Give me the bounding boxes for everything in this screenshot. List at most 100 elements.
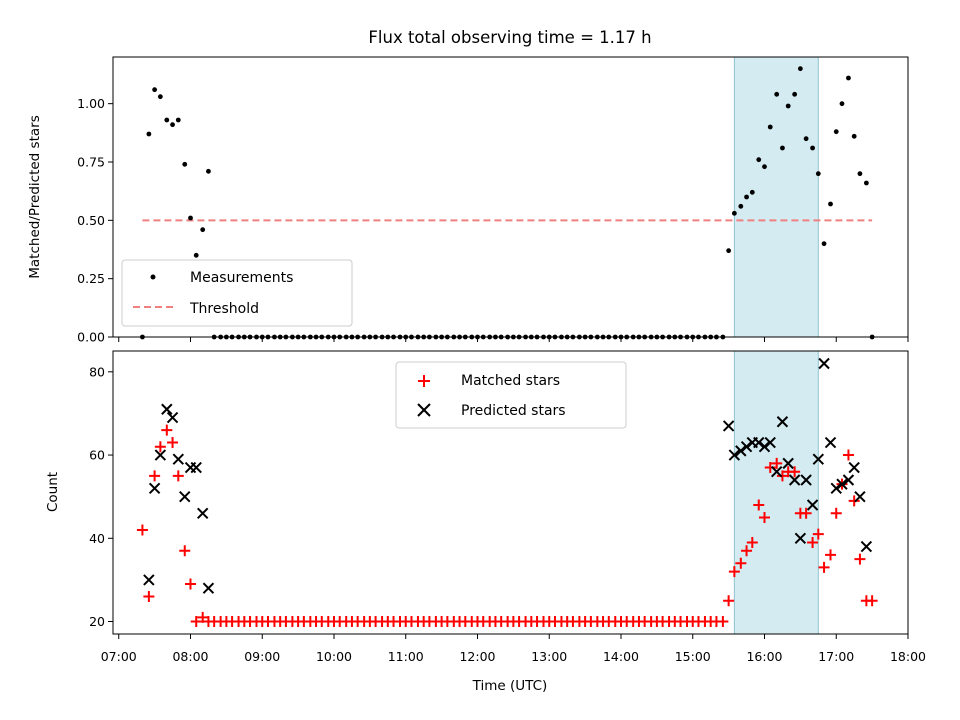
matched-star-point xyxy=(172,470,184,482)
matched-star-point xyxy=(825,549,837,561)
measurement-point xyxy=(815,171,821,177)
measurement-point xyxy=(206,168,211,174)
x-tick-label: 07:00 xyxy=(101,649,137,664)
predicted-star-point xyxy=(782,457,794,470)
matched-star-point xyxy=(197,611,209,623)
y-tick-label: 60 xyxy=(89,448,105,463)
measurement-point xyxy=(828,201,833,207)
predicted-star-point xyxy=(812,453,825,465)
predicted-star-point xyxy=(740,441,753,453)
measurement-point xyxy=(175,117,181,123)
predicted-star-point xyxy=(161,403,173,415)
predicted-star-point xyxy=(172,453,185,465)
measurement-point xyxy=(785,103,791,109)
matched-star-point xyxy=(866,595,878,607)
measurement-point xyxy=(797,66,803,72)
measurement-point xyxy=(833,129,839,135)
predicted-star-point xyxy=(860,540,873,553)
predicted-star-point xyxy=(806,499,819,511)
matched-star-point xyxy=(800,507,812,519)
y-tick-label: 0.00 xyxy=(77,330,105,345)
matched-star-point xyxy=(717,616,729,628)
predicted-star-point xyxy=(196,507,209,520)
legend-frame xyxy=(395,361,627,429)
measurement-point xyxy=(803,136,809,142)
measurement-point xyxy=(731,210,737,216)
measurement-point xyxy=(810,145,815,151)
matched-star-point xyxy=(848,495,860,507)
legend-marker-measurements xyxy=(150,274,156,280)
measurement-point xyxy=(200,227,206,233)
y-tick-label: 20 xyxy=(89,614,105,629)
predicted-star-point xyxy=(764,436,776,449)
measurement-point xyxy=(774,91,780,97)
predicted-star-point xyxy=(824,436,837,449)
predicted-star-point xyxy=(830,482,842,495)
x-axis-label: Time (UTC) xyxy=(472,678,548,694)
x-tick-label: 16:00 xyxy=(746,649,782,664)
count-panel-ylabel: Count xyxy=(45,472,61,512)
predicted-star-point xyxy=(842,474,855,486)
measurement-point xyxy=(767,124,773,130)
measurement-point xyxy=(792,91,798,97)
x-tick-label: 12:00 xyxy=(459,649,495,664)
matched-star-point xyxy=(167,437,179,449)
y-tick-label: 0.50 xyxy=(77,213,105,228)
count-panel-frame xyxy=(112,350,909,635)
matched-star-point xyxy=(741,545,753,557)
predicted-star-point xyxy=(753,436,765,449)
predicted-star-point xyxy=(818,357,830,370)
matched-star-point xyxy=(771,457,783,469)
x-tick-label: 10:00 xyxy=(316,649,352,664)
legend-marker-predicted xyxy=(417,403,431,417)
count-panel: 20 40 60 80 07:00 08:00 09:00 10:00 11:00 12:00 1… xyxy=(45,350,926,694)
predicted-star-point xyxy=(735,445,747,457)
measurement-point xyxy=(170,122,175,128)
matched-star-point xyxy=(735,557,747,569)
matched-star-point xyxy=(789,466,801,478)
matched-star-point xyxy=(190,616,202,628)
matched-star-point xyxy=(161,424,173,436)
legend-label-threshold: Threshold xyxy=(189,301,259,317)
predicted-star-point xyxy=(854,490,866,503)
x-tick-label: 18:00 xyxy=(890,649,926,664)
measurement-point xyxy=(863,180,869,186)
predicted-star-point xyxy=(758,441,771,453)
legend-marker-matched xyxy=(418,375,430,387)
matched-star-point xyxy=(728,566,740,578)
y-tick-label: 1.00 xyxy=(77,96,105,111)
measurement-point xyxy=(188,215,193,221)
predicted-star-point xyxy=(788,474,801,486)
matched-star-point xyxy=(807,536,819,548)
measurement-point xyxy=(780,145,785,151)
predicted-star-point xyxy=(836,478,848,490)
predicted-star-point xyxy=(728,449,741,461)
measurement-point xyxy=(857,171,863,177)
matched-star-point xyxy=(830,507,842,519)
ratio-panel-ylabel: Matched/Predicted stars xyxy=(27,115,43,278)
measurement-point xyxy=(146,131,152,137)
x-tick-label: 15:00 xyxy=(675,649,711,664)
matched-star-point xyxy=(854,553,866,565)
measurement-point xyxy=(744,194,749,200)
predicted-star-point xyxy=(848,461,860,474)
measurement-point xyxy=(193,252,199,258)
predicted-star-point xyxy=(154,449,167,461)
predicted-star-point xyxy=(202,582,215,594)
matched-star-point xyxy=(776,470,788,482)
measurement-point xyxy=(851,133,857,139)
y-tick-label: 80 xyxy=(89,364,105,379)
predicted-star-point xyxy=(776,416,789,428)
matched-star-point xyxy=(136,524,148,536)
x-tick-label: 09:00 xyxy=(244,649,280,664)
matched-star-point xyxy=(842,449,854,461)
predicted-star-point xyxy=(179,490,191,503)
matched-star-point xyxy=(753,499,765,511)
measurement-point xyxy=(762,164,767,170)
predicted-star-point xyxy=(143,574,155,586)
measurement-point xyxy=(164,117,170,123)
measurement-point xyxy=(756,157,762,163)
matched-star-point xyxy=(812,528,824,540)
measurement-point xyxy=(157,94,163,100)
